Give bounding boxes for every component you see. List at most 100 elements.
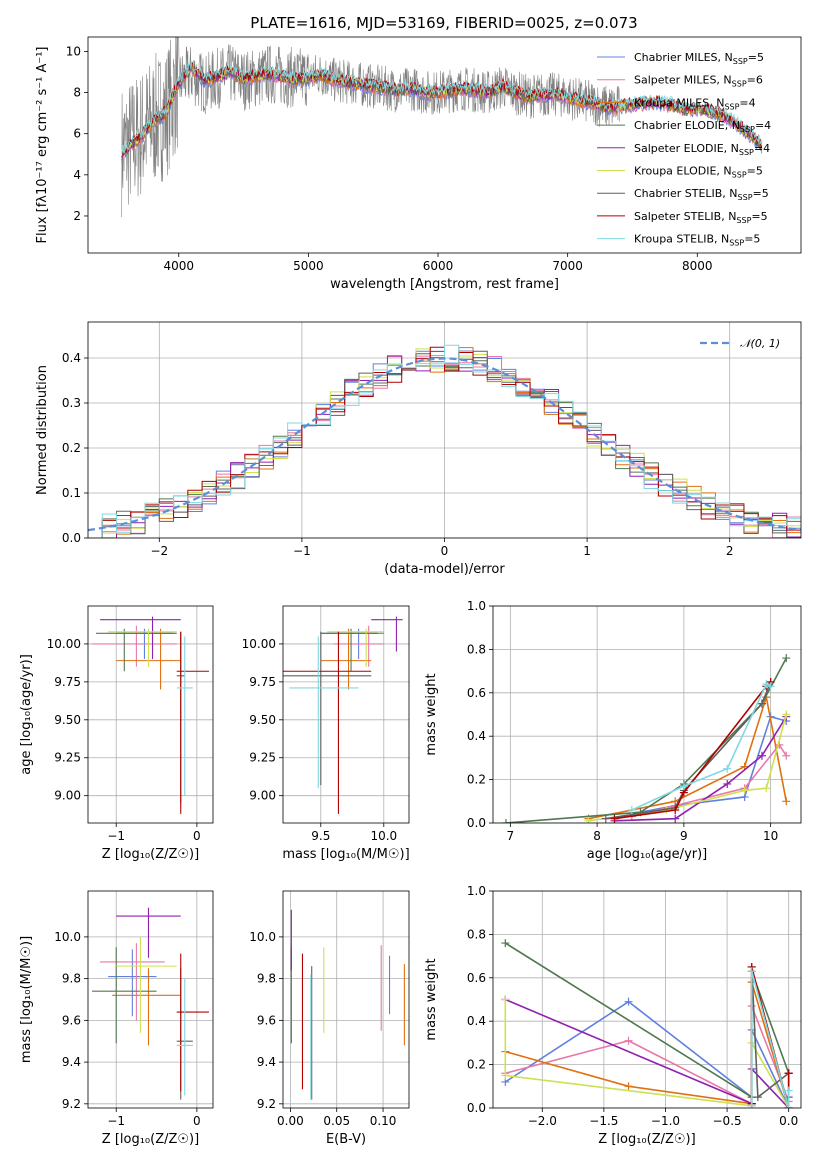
y-tick-label: 0.8 [467, 927, 486, 941]
errorbar-point [176, 953, 209, 1092]
errorbar-point [116, 936, 177, 1033]
y-tick-label: 9.6 [62, 1013, 81, 1027]
x-tick-label: 0.05 [323, 1114, 350, 1128]
mass-weight-marker [584, 816, 593, 823]
x-tick-label: 6000 [423, 259, 454, 273]
x-tick-label: 0.0 [779, 1114, 798, 1128]
axes-frame [492, 605, 802, 824]
y-axis-label: mass [log₁₀(M/M☉)] [19, 936, 34, 1063]
y-tick-label: 9.2 [257, 1097, 276, 1111]
x-axis-label: wavelength [Angstrom, rest frame] [330, 277, 559, 292]
mass-weight-marker [502, 819, 511, 823]
mass-weight-marker [747, 1101, 756, 1108]
x-axis-label: Z [log₁₀(Z/Z☉)] [102, 1132, 199, 1147]
y-axis-label: mass weight [424, 958, 439, 1040]
x-axis-label: mass [log₁₀(M/M☉)] [282, 847, 409, 862]
mass_vs_z-plot-area [88, 891, 213, 1108]
errorbar-point [96, 628, 177, 672]
errorbar-point [100, 943, 165, 1021]
legend-entry: Salpeter MILES, NSSP=6 [634, 74, 763, 89]
x-axis-label: Z [log₁₀(Z/Z☉)] [102, 847, 199, 862]
mass-weight-marker [757, 699, 766, 708]
mass_weight_vs_age-plot-area [493, 606, 801, 823]
y-tick-label: 9.25 [54, 751, 81, 765]
x-tick-label: −1 [107, 1114, 125, 1128]
mass-weight-line [750, 971, 790, 1108]
mass-weight-marker [671, 814, 680, 823]
y-tick-label: 0.4 [467, 729, 486, 743]
errorbar-point [100, 616, 181, 660]
x-axis-label: E(B-V) [326, 1132, 366, 1147]
mass-weight-marker [723, 779, 732, 788]
legend-entry: Chabrier STELIB, NSSP=5 [634, 187, 769, 202]
legend-entry: Kroupa STELIB, NSSP=5 [634, 233, 760, 248]
x-tick-label: 5000 [293, 259, 324, 273]
y-tick-label: 10.0 [249, 930, 276, 944]
axes-frame [282, 890, 410, 1109]
y-tick-label: 0.0 [467, 816, 486, 830]
errorbar-point [320, 628, 378, 672]
mass_weight_vs_age-panel: 7 8 9 10 0.0 0.2 0.4 0.6 0.8 1.0 age [log₁₀(age/yr… [424, 599, 802, 862]
y-tick-label: 9.00 [54, 789, 81, 803]
y-tick-label: 9.50 [249, 713, 276, 727]
x-tick-label: 10 [763, 829, 778, 843]
mass-weight-marker [601, 814, 610, 823]
x-tick-label: 0.10 [370, 1114, 397, 1128]
errorbar-point [176, 978, 193, 1096]
mass-weight-marker [784, 1069, 793, 1078]
errorbar-point [283, 631, 372, 814]
y-tick-label: 0.6 [467, 971, 486, 985]
x-tick-label: 9.5 [311, 829, 330, 843]
x-tick-label: −2 [150, 544, 168, 558]
x-tick-label: −1.0 [651, 1114, 680, 1128]
y-axis-label: Flux [fλ10⁻¹⁷ erg cm⁻² s⁻¹ A⁻¹] [35, 47, 50, 244]
y-tick-label: 0.6 [467, 686, 486, 700]
errorbar-point [371, 616, 403, 652]
errorbar-point [320, 628, 372, 690]
mass-weight-marker [624, 1036, 633, 1045]
y-tick-label: 0.3 [62, 396, 81, 410]
mass-weight-marker [753, 1093, 762, 1102]
mass-weight-marker [762, 680, 771, 689]
mass-weight-marker [627, 805, 636, 814]
errorbar-point [327, 628, 384, 667]
mass-weight-marker [784, 1104, 793, 1108]
axes-frame [87, 605, 214, 824]
x-axis-label: (data-model)/error [384, 562, 505, 577]
errorbar-point [333, 625, 384, 667]
x-axis-label: Z [log₁₀(Z/Z☉)] [598, 1132, 695, 1147]
y-tick-label: 9.2 [62, 1097, 81, 1111]
mass-weight-marker [740, 786, 749, 795]
errorbar-point [176, 636, 193, 796]
mass-weight-marker [782, 751, 791, 760]
mass_vs_ebv-panel: 0.00 0.05 0.10 9.2 9.4 9.6 9.8 10.0 E(B-V) [249, 890, 410, 1147]
y-tick-label: 0.2 [467, 773, 486, 787]
axes-frame [87, 36, 802, 254]
axes-frame [492, 890, 802, 1109]
y-tick-label: 1.0 [467, 884, 486, 898]
y-axis-label: age [log₁₀(age/yr)] [19, 654, 34, 775]
y-tick-label: 0.1 [62, 486, 81, 500]
legend-entry: Kroupa ELODIE, NSSP=5 [634, 165, 763, 180]
errorbar-point [92, 625, 177, 667]
mass-weight-marker [624, 1082, 633, 1091]
y-tick-label: 9.50 [54, 713, 81, 727]
y-tick-label: 10 [66, 44, 81, 58]
mass_vs_ebv-plot-area [283, 891, 409, 1108]
errorbar-point [176, 631, 209, 814]
model-spectrum-line [121, 60, 763, 157]
normal-curve [88, 357, 801, 532]
x-axis-label: age [log₁₀(age/yr)] [587, 847, 708, 862]
x-tick-label: 7 [507, 829, 515, 843]
x-tick-label: 0 [193, 1114, 201, 1128]
age_vs_z-plot-area [88, 606, 213, 823]
mass-weight-marker [747, 967, 756, 976]
x-tick-label: −1 [107, 829, 125, 843]
y-tick-label: 6 [73, 127, 81, 141]
spectrum-panel: 4000 5000 6000 7000 8000 2 4 6 8 10 wavelength [An… [35, 36, 802, 292]
x-tick-label: 0 [441, 544, 449, 558]
mass-weight-marker [501, 1071, 510, 1080]
y-tick-label: 0.0 [62, 531, 81, 545]
x-tick-label: 2 [726, 544, 734, 558]
mass-weight-marker [610, 814, 619, 823]
